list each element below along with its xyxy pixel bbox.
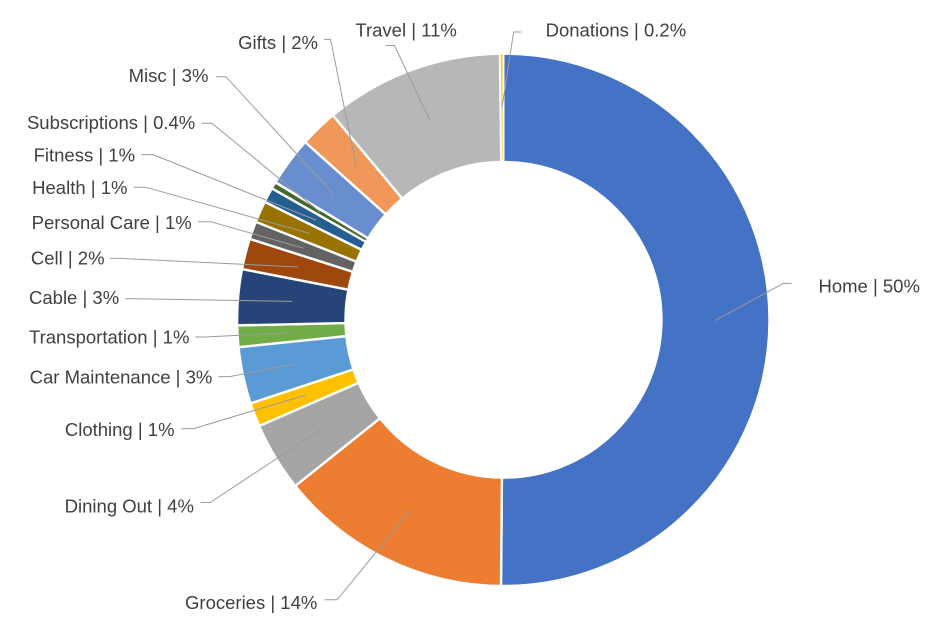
svg-text:Health | 1%: Health | 1% (32, 177, 127, 198)
svg-text:Misc | 3%: Misc | 3% (129, 65, 209, 86)
svg-text:Subscriptions | 0.4%: Subscriptions | 0.4% (27, 112, 195, 133)
svg-text:Personal Care | 1%: Personal Care | 1% (32, 212, 192, 233)
svg-text:Transportation | 1%: Transportation | 1% (29, 326, 189, 347)
svg-text:Fitness | 1%: Fitness | 1% (34, 145, 135, 166)
svg-text:Donations | 0.2%: Donations | 0.2% (546, 19, 687, 40)
svg-text:Dining Out | 4%: Dining Out | 4% (65, 496, 194, 517)
svg-text:Groceries | 14%: Groceries | 14% (185, 592, 317, 613)
svg-text:Cable | 3%: Cable | 3% (29, 287, 119, 308)
svg-text:Gifts | 2%: Gifts | 2% (238, 32, 318, 53)
svg-text:Clothing | 1%: Clothing | 1% (65, 419, 175, 440)
svg-text:Travel | 11%: Travel | 11% (355, 19, 456, 40)
svg-text:Cell | 2%: Cell | 2% (31, 247, 105, 268)
svg-text:Car Maintenance | 3%: Car Maintenance | 3% (30, 367, 213, 388)
svg-text:Home | 50%: Home | 50% (818, 275, 919, 296)
